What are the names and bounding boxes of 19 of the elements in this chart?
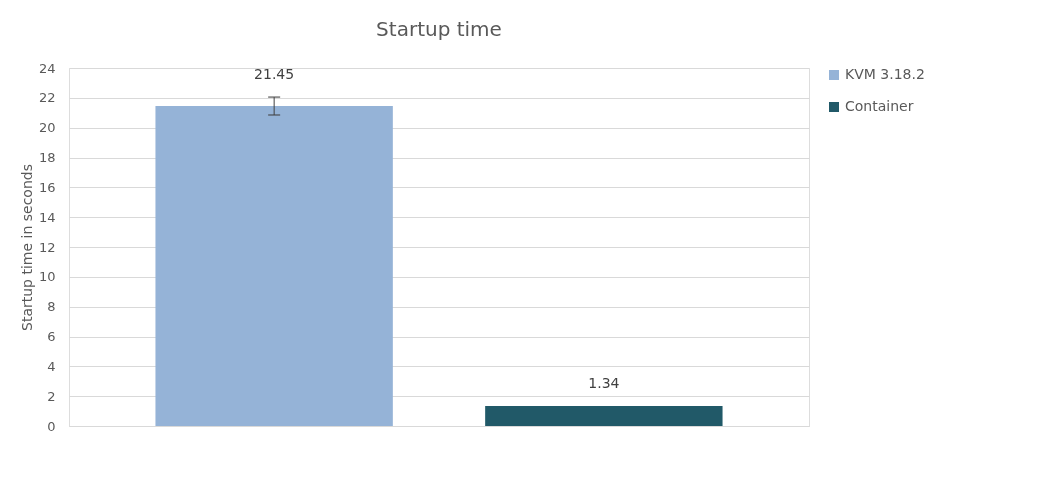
- legend-label: KVM 3.18.2: [845, 66, 925, 82]
- y-tick-label: 24: [38, 60, 56, 76]
- y-tick-label: 22: [38, 90, 56, 106]
- y-tick-label: 16: [38, 179, 56, 195]
- data-label: 1.34: [588, 375, 620, 392]
- y-tick-label: 14: [38, 209, 56, 225]
- y-tick-label: 0: [47, 418, 56, 434]
- data-label: 21.45: [254, 66, 295, 83]
- chart-title: Startup time: [376, 17, 502, 41]
- y-tick-label: 4: [47, 358, 56, 374]
- y-tick-label: 10: [38, 269, 56, 285]
- y-tick-label: 8: [47, 299, 56, 315]
- y-axis-title: Startup time in seconds: [18, 164, 35, 331]
- y-tick-label: 2: [47, 388, 56, 404]
- y-tick-label: 6: [47, 329, 56, 344]
- y-tick-label: 18: [38, 150, 56, 165]
- legend-label: Container: [845, 98, 914, 114]
- y-tick-label: 12: [38, 239, 56, 255]
- y-tick-label: 20: [38, 120, 56, 136]
